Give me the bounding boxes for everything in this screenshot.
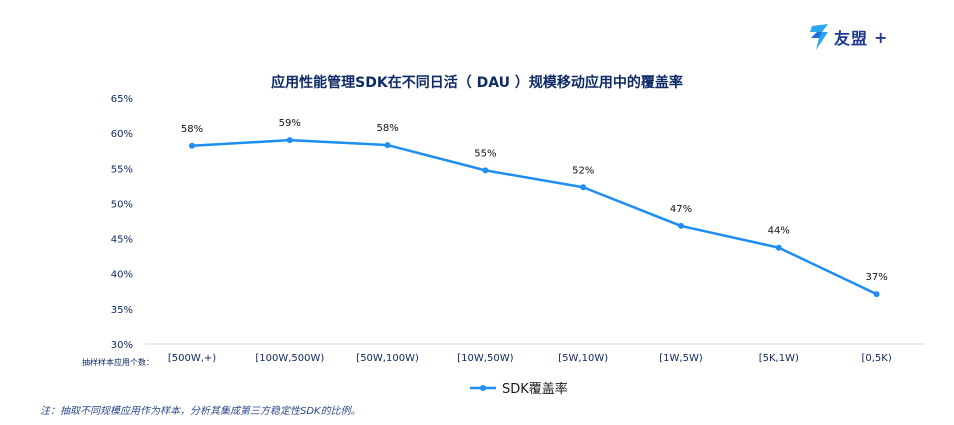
y-tick-label: 65% — [111, 94, 133, 105]
x-tick-label: [500W,+) — [168, 353, 216, 364]
x-tick-label: [50W,100W) — [356, 353, 419, 364]
data-point — [384, 142, 391, 149]
data-point — [873, 291, 880, 298]
data-point — [189, 142, 195, 149]
x-axis-label: 抽样样本应用个数： — [82, 358, 154, 367]
legend-line-marker — [470, 384, 496, 391]
series-line — [191, 138, 878, 296]
logo-plus: + — [874, 27, 888, 47]
umeng-logo-icon — [810, 24, 828, 50]
x-tick-label: [1W,5W) — [659, 353, 703, 364]
data-point — [678, 222, 684, 229]
y-tick-label: 50% — [111, 199, 133, 210]
brand-logo: 友盟 + — [808, 24, 887, 50]
y-tick-label: 35% — [111, 305, 133, 316]
data-label: 37% — [865, 272, 887, 283]
data-label: 55% — [474, 148, 496, 159]
data-label: 58% — [181, 124, 203, 135]
data-point — [580, 184, 587, 191]
x-tick-label: [10W,50W) — [457, 353, 513, 364]
data-label: 59% — [279, 118, 301, 129]
legend: SDK覆盖率 — [470, 378, 568, 397]
legend-label: SDK覆盖率 — [502, 382, 568, 397]
x-tick-label: [0,5K) — [861, 353, 891, 364]
x-tick-label: [5K,1W) — [759, 353, 799, 364]
y-tick-label: 55% — [111, 164, 133, 175]
footnote: 注：抽取不同规模应用作为样本，分析其集成第三方稳定性SDK的比例。 — [40, 406, 361, 417]
data-label: 44% — [768, 226, 790, 237]
y-tick-label: 45% — [111, 235, 133, 246]
data-label: 58% — [376, 123, 398, 134]
chart-title: 应用性能管理SDK在不同日活（ DAU ）规模移动应用中的覆盖率 — [271, 75, 683, 91]
data-point — [775, 244, 782, 251]
logo-text: 友盟 — [834, 29, 869, 48]
data-point — [482, 167, 489, 174]
data-label: 47% — [670, 204, 692, 215]
x-tick-label: [100W,500W) — [255, 353, 324, 364]
y-tick-label: 30% — [111, 340, 133, 351]
data-point — [286, 137, 293, 144]
y-tick-label: 40% — [111, 270, 133, 281]
y-tick-label: 60% — [111, 129, 133, 140]
x-tick-label: [5W,10W) — [558, 353, 608, 364]
data-label: 52% — [572, 165, 594, 176]
